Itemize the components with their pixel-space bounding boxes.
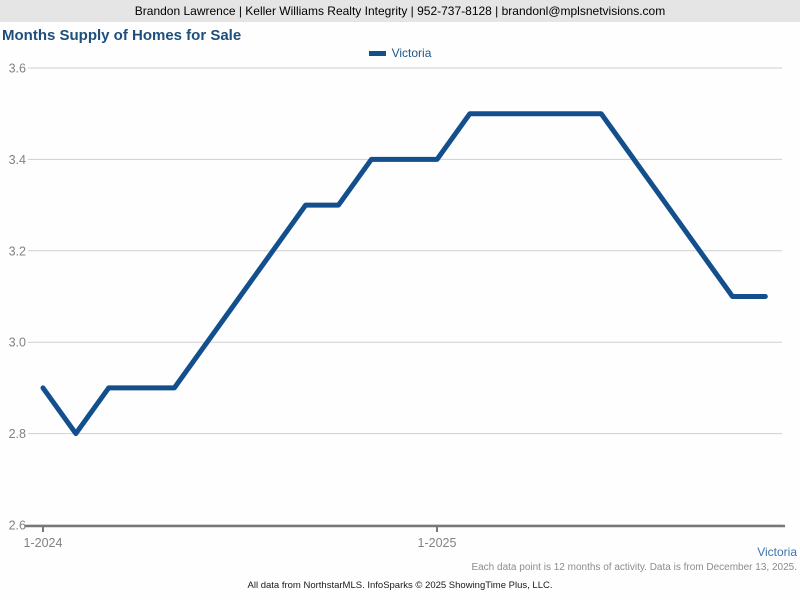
svg-text:1-2025: 1-2025 [418, 536, 457, 550]
svg-text:3.0: 3.0 [9, 336, 26, 350]
legend-series-label: Victoria [391, 46, 432, 60]
data-note: Each data point is 12 months of activity… [471, 562, 797, 573]
svg-text:1-2024: 1-2024 [24, 536, 63, 550]
header-bar: Brandon Lawrence | Keller Williams Realt… [0, 0, 800, 22]
chart-legend: Victoria [0, 46, 800, 60]
svg-text:3.6: 3.6 [9, 62, 26, 76]
svg-text:2.8: 2.8 [9, 427, 26, 441]
svg-text:2.6: 2.6 [9, 519, 26, 533]
gridlines [28, 67, 782, 526]
attribution-line: All data from NorthstarMLS. InfoSparks ©… [247, 580, 553, 591]
page-title: Months Supply of Homes for Sale [2, 27, 242, 44]
svg-text:3.4: 3.4 [9, 153, 26, 167]
series-line[interactable] [40, 111, 768, 437]
legend-line-swatch [368, 50, 386, 56]
agent-contact-line: Brandon Lawrence | Keller Williams Realt… [134, 4, 666, 18]
footer-series-label: Victoria [757, 545, 797, 559]
months-supply-line-chart[interactable]: 2.6 2.8 3.0 3.2 3.4 3.6 1-2024 1-2025 [0, 0, 800, 560]
svg-text:3.2: 3.2 [9, 244, 26, 258]
x-axis: 1-2024 1-2025 [24, 524, 785, 550]
y-axis-tick-labels: 2.6 2.8 3.0 3.2 3.4 3.6 [9, 62, 26, 533]
